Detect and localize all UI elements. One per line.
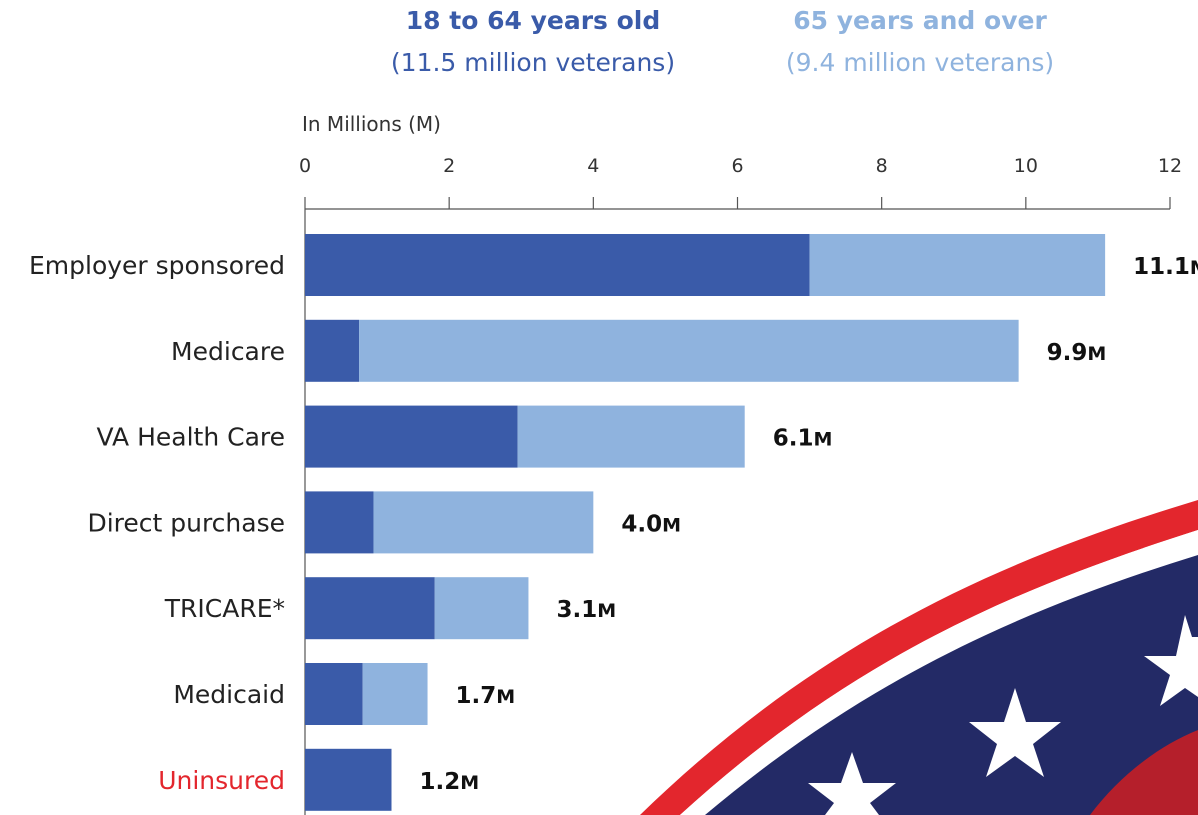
bar-total-label: 6.1M [773,426,833,452]
bar-total-unit: M [1087,343,1106,365]
flag-red-stripe [640,500,1198,815]
bar-total-unit: M [813,429,832,451]
bar-total-unit: M [1190,257,1198,279]
category-label: Employer sponsored [29,251,285,280]
category-label: Medicaid [173,680,285,709]
category-label: VA Health Care [97,423,285,452]
total-labels: 11.1M 9.9M 6.1M 4.0M 3.1M 1.7M 1.2M [420,254,1198,795]
bar-series2 [434,577,529,640]
bar-series1 [305,234,810,296]
category-label: Direct purchase [87,508,285,537]
bar-series2 [809,234,1106,296]
x-tick-label: 12 [1158,155,1182,177]
star-icon [808,752,896,815]
flag-white-stripe [680,530,1198,815]
bar-series1 [305,491,374,554]
legend-series2-sub: (9.4 million veterans) [786,48,1054,77]
legend-series1-name: 18 to 64 years old [406,6,661,35]
x-tick-label: 2 [443,155,455,177]
bar-series2 [362,663,428,725]
x-tick-label: 6 [731,155,743,177]
flag-decoration [640,500,1198,815]
bar-total-label: 1.7M [456,683,516,709]
bars [305,234,1106,811]
x-axis-title: In Millions (M) [302,112,441,136]
bar-total-unit: M [662,514,681,536]
legend-series2-name: 65 years and over [793,6,1047,35]
category-label: TRICARE* [164,594,285,623]
bar-series2 [373,491,594,554]
bar-total-unit: M [496,686,515,708]
flag-red-accent [1090,730,1198,815]
x-tick-label: 4 [587,155,599,177]
flag-navy-field [705,555,1198,815]
x-axis: 0 2 4 6 8 10 12 [299,155,1182,815]
x-tick-label: 0 [299,155,311,177]
star-icon [1144,615,1198,706]
bar-total-label: 4.0M [621,511,681,537]
category-labels: Employer sponsored Medicare VA Health Care… [29,251,285,795]
bar-series2 [359,319,1019,382]
bar-total-unit: M [460,772,479,794]
bar-total-label: 9.9M [1047,340,1107,366]
bar-series1 [305,663,363,725]
star-icon [969,688,1061,777]
bar-total-label: 11.1M [1133,254,1198,280]
bar-series1 [305,577,435,640]
bar-series1 [305,748,392,811]
category-label: Uninsured [158,766,285,795]
bar-total-label: 1.2M [420,769,480,795]
bar-series1 [305,405,518,468]
x-tick-label: 10 [1014,155,1038,177]
bar-series2 [517,405,745,468]
bar-total-label: 3.1M [556,597,616,623]
bar-series1 [305,319,360,382]
legend-series1-sub: (11.5 million veterans) [391,48,675,77]
bar-total-unit: M [597,600,616,622]
x-tick-label: 8 [876,155,888,177]
category-label: Medicare [171,337,285,366]
